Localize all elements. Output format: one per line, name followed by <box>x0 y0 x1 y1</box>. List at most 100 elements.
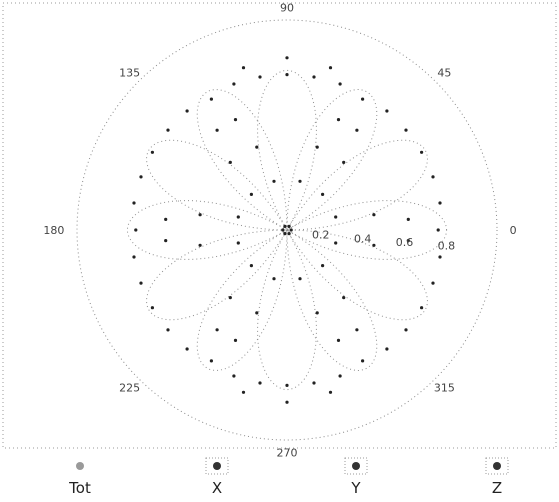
data-point <box>150 306 154 310</box>
legend-swatch-icon <box>76 462 84 470</box>
data-point <box>272 179 276 183</box>
legend-item-z[interactable]: Z <box>485 457 509 497</box>
data-point <box>241 66 246 70</box>
legend-label: X <box>212 479 222 497</box>
radial-tick-label: 0.2 <box>312 229 330 242</box>
data-point <box>315 145 319 149</box>
data-point <box>198 213 202 217</box>
data-point <box>132 201 136 205</box>
data-point <box>139 175 143 179</box>
data-point <box>166 128 170 132</box>
data-point <box>336 118 341 122</box>
data-point <box>232 82 236 86</box>
data-point <box>209 97 213 101</box>
legend-selection-box <box>485 457 509 475</box>
data-points <box>132 56 442 404</box>
data-point <box>289 228 293 232</box>
data-point <box>272 277 276 281</box>
data-point <box>215 128 219 132</box>
angle-tick-label: 0 <box>510 224 517 237</box>
data-point <box>438 255 442 259</box>
data-point <box>166 328 170 332</box>
data-point <box>185 347 189 351</box>
legend-label: Tot <box>68 479 91 497</box>
data-point <box>249 264 253 268</box>
data-point <box>338 82 342 86</box>
data-point <box>258 381 262 385</box>
radial-tick-label: 0.6 <box>396 236 414 249</box>
data-point <box>209 359 213 363</box>
data-point <box>198 243 202 247</box>
data-point <box>287 224 291 228</box>
data-point <box>361 97 365 101</box>
data-point <box>241 390 246 394</box>
data-point <box>285 400 289 404</box>
data-point <box>287 232 291 236</box>
data-point <box>298 277 302 281</box>
data-point <box>150 150 154 154</box>
trace-petals-b <box>145 69 429 391</box>
data-point <box>336 338 341 342</box>
data-point <box>385 347 389 351</box>
data-point <box>255 311 259 315</box>
data-point <box>232 374 236 378</box>
data-point <box>321 264 325 268</box>
data-point <box>164 217 168 221</box>
data-point <box>233 338 238 342</box>
data-point <box>285 383 289 387</box>
legend-item-y[interactable]: Y <box>344 457 368 497</box>
curve-traces <box>126 69 448 391</box>
data-point <box>406 239 410 243</box>
data-point <box>321 192 325 196</box>
legend-label: Z <box>492 479 502 497</box>
data-point <box>249 192 253 196</box>
data-point <box>228 296 232 300</box>
data-point <box>436 228 440 232</box>
data-point <box>438 201 442 205</box>
data-point <box>298 179 302 183</box>
plot-frame <box>2 2 557 449</box>
data-point <box>258 75 262 79</box>
data-point <box>285 73 289 77</box>
polar-grid <box>76 19 498 441</box>
legend-swatch-icon <box>352 462 360 470</box>
angle-tick-label: 135 <box>119 67 140 80</box>
legend-swatch-icon <box>213 462 221 470</box>
data-point <box>420 150 424 154</box>
angle-tick-label: 225 <box>119 381 140 394</box>
data-point <box>285 56 289 60</box>
data-point <box>334 241 338 245</box>
data-point <box>355 328 359 332</box>
data-point <box>315 311 319 315</box>
data-point <box>404 128 408 132</box>
data-point <box>361 359 365 363</box>
data-point <box>139 281 143 285</box>
data-point <box>185 109 189 113</box>
data-point <box>134 228 138 232</box>
data-point <box>312 381 316 385</box>
legend-swatch-icon <box>493 462 501 470</box>
angle-tick-label: 270 <box>277 447 298 460</box>
data-point <box>404 328 408 332</box>
radial-tick-label: 0.4 <box>354 232 372 245</box>
data-point <box>228 160 232 164</box>
data-point <box>342 160 346 164</box>
legend-item-x[interactable]: X <box>205 457 229 497</box>
angle-tick-label: 45 <box>437 67 451 80</box>
legend-item-tot[interactable]: Tot <box>68 462 91 497</box>
angle-tick-label: 180 <box>43 224 64 237</box>
data-point <box>420 306 424 310</box>
data-point <box>406 217 410 221</box>
data-point <box>236 215 240 219</box>
data-point <box>132 255 136 259</box>
legend-selection-box <box>344 457 368 475</box>
data-point <box>328 66 333 70</box>
data-point <box>431 175 435 179</box>
data-point <box>236 241 240 245</box>
legend-selection-box <box>205 457 229 475</box>
data-point <box>312 75 316 79</box>
data-point <box>431 281 435 285</box>
angle-tick-label: 315 <box>434 381 455 394</box>
radial-tick-label: 0.8 <box>438 240 456 253</box>
